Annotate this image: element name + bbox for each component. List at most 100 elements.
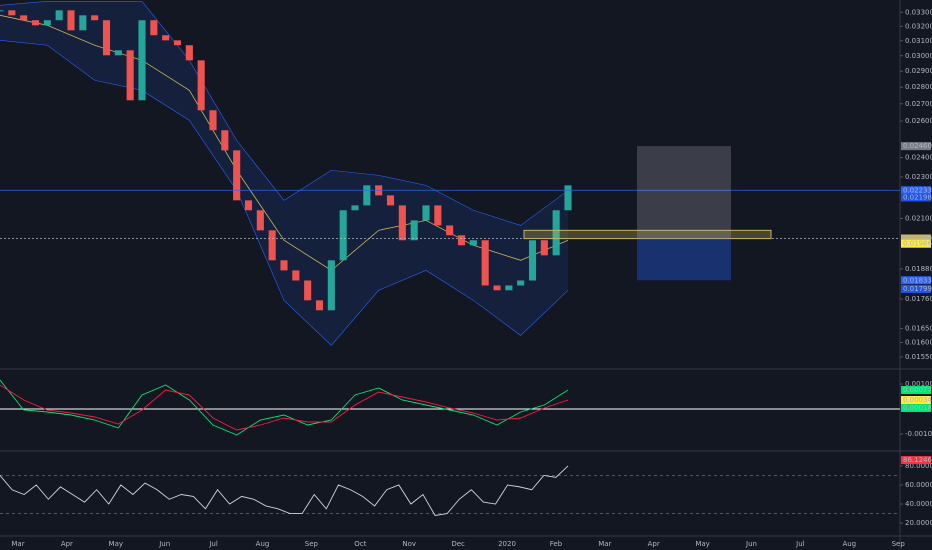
candle	[469, 240, 477, 246]
candle	[386, 195, 395, 206]
price-badge-label: 86.124630	[903, 456, 932, 464]
y-tick-label: 60.000000	[905, 481, 932, 489]
candle	[304, 280, 312, 301]
candle	[173, 40, 182, 46]
candle	[434, 205, 442, 226]
zone	[523, 229, 772, 240]
candle	[268, 230, 276, 261]
candle	[102, 20, 111, 56]
candle	[363, 185, 371, 206]
candle	[138, 20, 146, 101]
price-badge	[901, 276, 931, 285]
candle	[91, 15, 99, 21]
price-badge-label: 0.000346	[903, 396, 932, 404]
candle	[197, 60, 205, 111]
x-tick-label: 2020	[498, 540, 516, 548]
price-badge	[901, 396, 931, 404]
x-tick-label: May	[109, 540, 123, 548]
x-tick-label: May	[695, 540, 709, 548]
price-badge	[901, 193, 931, 202]
candle	[67, 10, 75, 31]
price-badge-label: 0.024609	[903, 142, 932, 150]
price-badge-label: 0.020097	[903, 235, 932, 243]
price-badge	[901, 142, 931, 151]
candle	[481, 240, 489, 286]
candle	[244, 200, 253, 211]
price-badge-label: 0.022338	[903, 186, 932, 194]
candle	[185, 45, 193, 61]
candle	[540, 240, 548, 256]
x-tick-label: Jun	[158, 540, 170, 548]
x-tick-label: Aug	[842, 540, 856, 548]
candle	[493, 285, 501, 291]
y-tick-label: 20.000000	[905, 519, 932, 527]
candle	[209, 110, 217, 131]
y-tick-label: 40.000000	[905, 500, 932, 508]
candle	[564, 185, 572, 211]
candle	[150, 20, 158, 36]
candle	[0, 10, 4, 12]
candle	[351, 205, 359, 211]
candle	[20, 15, 28, 21]
price-badge	[901, 456, 931, 465]
x-tick-label: Jun	[745, 540, 757, 548]
candle	[339, 210, 347, 261]
x-tick-label: Oct	[354, 540, 366, 548]
candle	[552, 210, 560, 256]
y-tick-label: 0.001000	[905, 380, 932, 388]
price-badge	[901, 386, 931, 394]
candle	[315, 300, 324, 311]
price-badge-label: 0.019869	[903, 240, 932, 248]
candle	[162, 35, 170, 41]
candle	[505, 285, 513, 291]
candle	[280, 260, 288, 271]
candle	[398, 205, 406, 241]
x-tick-label: Jul	[208, 540, 218, 548]
x-tick-label: Sep	[305, 540, 319, 548]
candle	[457, 235, 466, 246]
indicator-line	[0, 465, 569, 516]
x-tick-label: Nov	[402, 540, 416, 548]
x-tick-label: Jul	[795, 540, 805, 548]
candle	[256, 210, 264, 231]
indicator-line	[0, 384, 569, 431]
price-badge-label: 0.000776	[903, 386, 932, 394]
position-target	[637, 146, 731, 239]
price-badge-label: 0.018339	[903, 276, 932, 284]
candle	[55, 10, 63, 21]
x-tick-label: Dec	[451, 540, 465, 548]
price-badge	[901, 234, 931, 243]
candle	[528, 240, 537, 281]
x-tick-label: Aug	[256, 540, 270, 548]
candle	[31, 20, 40, 26]
price-badge-label: 0.000183	[903, 404, 932, 412]
band-lower	[0, 40, 569, 346]
price-badge-label: 0.021988	[903, 193, 932, 201]
price-badge	[901, 239, 931, 248]
x-tick-label: Apr	[61, 540, 73, 548]
candle	[114, 50, 122, 56]
x-tick-label: Sep	[892, 540, 906, 548]
candle	[517, 280, 525, 286]
candle	[126, 50, 134, 101]
candle	[8, 10, 16, 16]
candle	[292, 270, 300, 281]
candle	[422, 205, 430, 221]
x-tick-label: Apr	[648, 540, 660, 548]
y-tick-label: 80.000000	[905, 462, 932, 470]
